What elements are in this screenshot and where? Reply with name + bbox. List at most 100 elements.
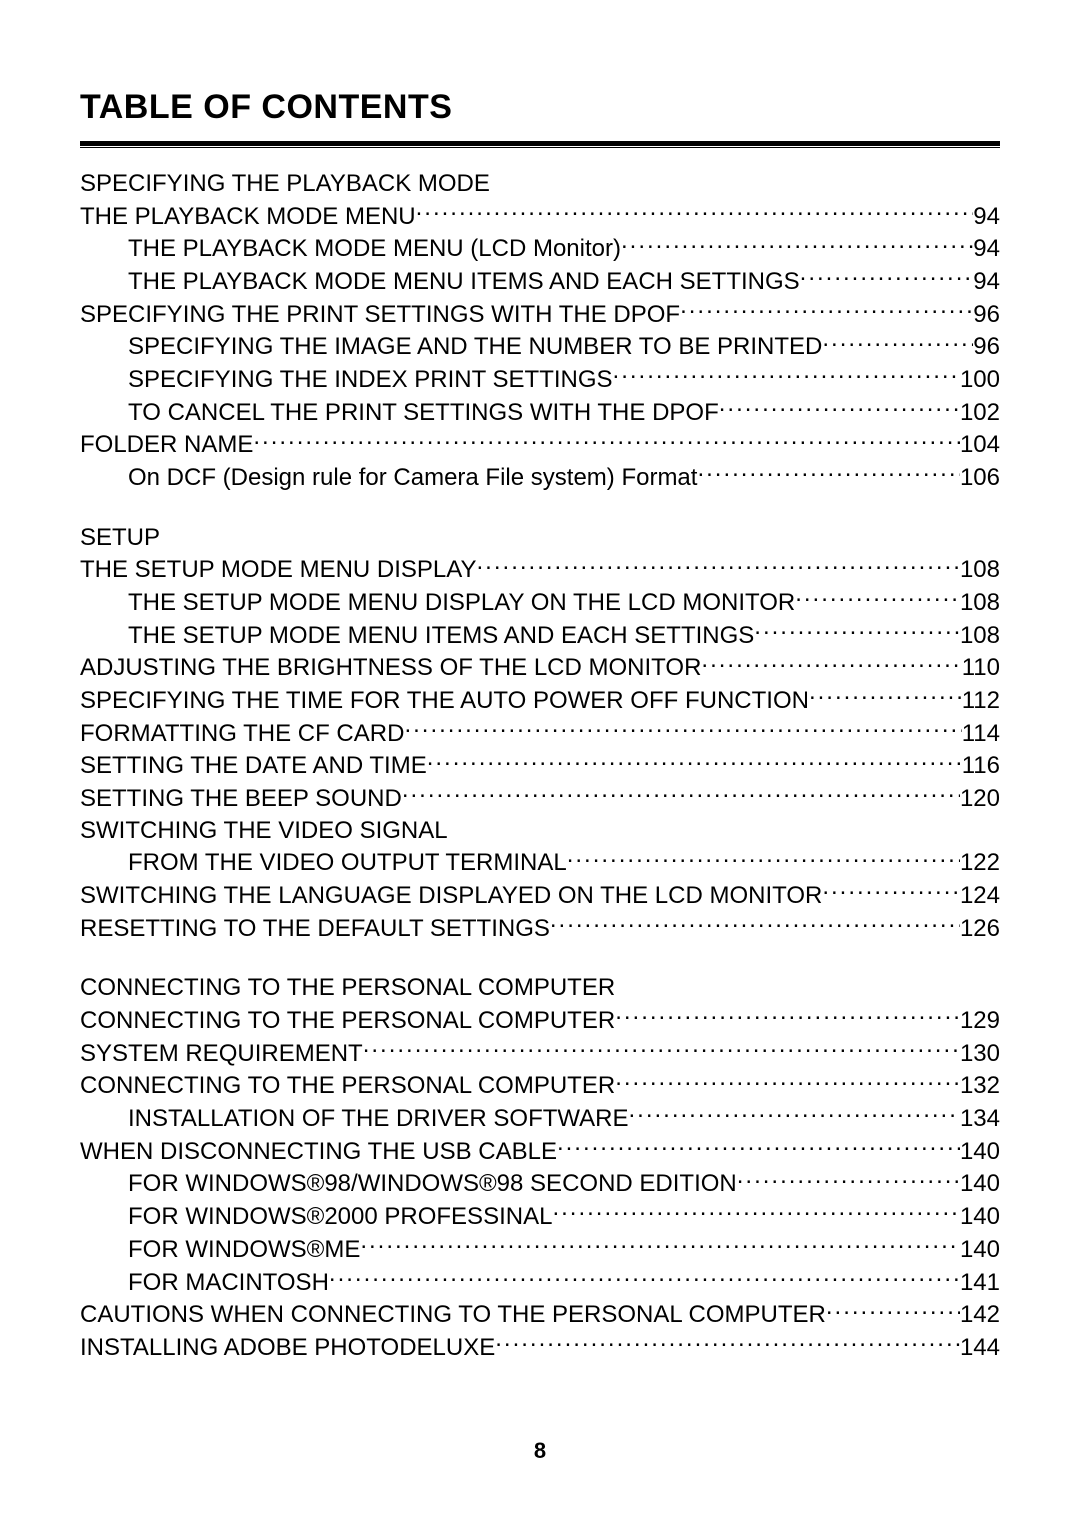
toc-entry: SETTING THE DATE AND TIME116 [80,749,1000,782]
toc-entry-label: THE SETUP MODE MENU DISPLAY ON THE LCD M… [128,587,795,619]
toc-entry-label: THE SETUP MODE MENU ITEMS AND EACH SETTI… [128,620,754,652]
toc-entry-page: 130 [960,1038,1000,1070]
toc-heading-label: SPECIFYING THE PLAYBACK MODE [80,168,490,200]
toc-entry-label: RESETTING TO THE DEFAULT SETTINGS [80,913,550,945]
toc-leader-dots [360,1233,960,1257]
toc-entry: SWITCHING THE LANGUAGE DISPLAYED ON THE … [80,879,1000,912]
toc-entry-page: 140 [960,1168,1000,1200]
toc-entry-label: SPECIFYING THE IMAGE AND THE NUMBER TO B… [128,331,822,363]
toc-container: SPECIFYING THE PLAYBACK MODE THE PLAYBACK… [80,168,1000,1364]
toc-entry-page: 100 [960,364,1000,396]
toc-entry-page: 116 [962,750,1000,782]
toc-entry: SPECIFYING THE TIME FOR THE AUTO POWER O… [80,684,1000,717]
toc-heading-label: SETUP [80,522,160,554]
toc-entry-page: 114 [962,718,1000,750]
toc-leader-dots [795,586,960,610]
toc-entry: INSTALLATION OF THE DRIVER SOFTWARE134 [80,1102,1000,1135]
toc-entry: FOLDER NAME104 [80,428,1000,461]
toc-entry-page: 126 [960,913,1000,945]
toc-entry: On DCF (Design rule for Camera File syst… [80,461,1000,494]
toc-entry-page: 124 [960,880,1000,912]
toc-leader-dots [557,1135,960,1159]
toc-entry-label: CAUTIONS WHEN CONNECTING TO THE PERSONAL… [80,1299,826,1331]
toc-section-heading: SPECIFYING THE PLAYBACK MODE [80,168,1000,200]
toc-entry-label: INSTALLATION OF THE DRIVER SOFTWARE [128,1103,629,1135]
toc-entry-page: 132 [960,1070,1000,1102]
toc-entry: SWITCHING THE VIDEO SIGNAL [80,815,1000,847]
toc-entry-label: ADJUSTING THE BRIGHTNESS OF THE LCD MONI… [80,652,701,684]
toc-entry-label: On DCF (Design rule for Camera File syst… [128,462,697,494]
toc-leader-dots [615,1004,960,1028]
toc-leader-dots [416,200,974,224]
toc-leader-dots [253,428,960,452]
toc-leader-dots [826,1298,960,1322]
toc-entry-page: 96 [973,331,1000,363]
toc-leader-dots [550,912,960,936]
toc-leader-dots [495,1331,960,1355]
toc-entry: CAUTIONS WHEN CONNECTING TO THE PERSONAL… [80,1298,1000,1331]
toc-entry-page: 102 [960,397,1000,429]
toc-entry: FOR WINDOWS®ME140 [80,1233,1000,1266]
toc-entry: TO CANCEL THE PRINT SETTINGS WITH THE DP… [80,396,1000,429]
toc-entry: CONNECTING TO THE PERSONAL COMPUTER 129 [80,1004,1000,1037]
toc-leader-dots [701,651,961,675]
toc-entry: CONNECTING TO THE PERSONAL COMPUTER 132 [80,1069,1000,1102]
toc-entry-page: 112 [962,685,1000,717]
toc-leader-dots [427,749,962,773]
toc-leader-dots [680,298,973,322]
title-rule-thick [80,141,1000,146]
toc-leader-dots [567,846,960,870]
toc-section: SETUPTHE SETUP MODE MENU DISPLAY108THE S… [80,522,1000,945]
toc-entry-label: FOR WINDOWS®98/WINDOWS®98 SECOND EDITION [128,1168,737,1200]
toc-entry-page: 120 [960,783,1000,815]
toc-entry-label: FROM THE VIDEO OUTPUT TERMINAL [128,847,567,879]
toc-leader-dots [477,553,960,577]
toc-leader-dots [629,1102,960,1126]
toc-leader-dots [621,232,973,256]
toc-section: CONNECTING TO THE PERSONAL COMPUTERCONNE… [80,972,1000,1363]
page-number: 8 [0,1438,1080,1464]
toc-entry-label: THE PLAYBACK MODE MENU ITEMS AND EACH SE… [128,266,800,298]
toc-entry-label: INSTALLING ADOBE PHOTODELUXE [80,1332,495,1364]
toc-section-heading: SETUP [80,522,1000,554]
title-rule-thin [80,147,1000,148]
toc-entry-page: 110 [962,652,1000,684]
toc-entry-page: 144 [960,1332,1000,1364]
toc-section-heading: CONNECTING TO THE PERSONAL COMPUTER [80,972,1000,1004]
toc-entry: SPECIFYING THE IMAGE AND THE NUMBER TO B… [80,330,1000,363]
toc-entry-page: 108 [960,587,1000,619]
toc-leader-dots [719,396,960,420]
toc-entry-label: CONNECTING TO THE PERSONAL COMPUTER [80,1070,615,1102]
toc-entry-label: SPECIFYING THE TIME FOR THE AUTO POWER O… [80,685,809,717]
toc-leader-dots [552,1200,960,1224]
toc-leader-dots [800,265,974,289]
toc-entry-page: 129 [960,1005,1000,1037]
toc-entry-page: 94 [973,201,1000,233]
toc-entry-label: FOLDER NAME [80,429,253,461]
toc-leader-dots [613,363,960,387]
toc-entry-page: 140 [960,1234,1000,1266]
toc-entry: SPECIFYING THE PRINT SETTINGS WITH THE D… [80,298,1000,331]
toc-entry: THE SETUP MODE MENU ITEMS AND EACH SETTI… [80,619,1000,652]
toc-entry: ADJUSTING THE BRIGHTNESS OF THE LCD MONI… [80,651,1000,684]
toc-entry-page: 106 [960,462,1000,494]
page-title: TABLE OF CONTENTS [80,88,1000,127]
toc-entry: INSTALLING ADOBE PHOTODELUXE 144 [80,1331,1000,1364]
toc-entry-label: WHEN DISCONNECTING THE USB CABLE [80,1136,557,1168]
toc-entry: THE PLAYBACK MODE MENU ITEMS AND EACH SE… [80,265,1000,298]
toc-entry: FROM THE VIDEO OUTPUT TERMINAL 122 [80,846,1000,879]
toc-entry: THE SETUP MODE MENU DISPLAY108 [80,553,1000,586]
toc-entry: THE PLAYBACK MODE MENU (LCD Monitor)94 [80,232,1000,265]
toc-leader-dots [329,1266,960,1290]
toc-entry: FOR WINDOWS®2000 PROFESSINAL 140 [80,1200,1000,1233]
toc-entry-page: 141 [960,1267,1000,1299]
toc-entry-label: CONNECTING TO THE PERSONAL COMPUTER [80,1005,615,1037]
toc-entry-label: FOR WINDOWS®2000 PROFESSINAL [128,1201,552,1233]
toc-entry-page: 140 [960,1201,1000,1233]
toc-leader-dots [615,1069,960,1093]
toc-leader-dots [404,717,961,741]
toc-heading-label: CONNECTING TO THE PERSONAL COMPUTER [80,972,615,1004]
toc-entry-label: TO CANCEL THE PRINT SETTINGS WITH THE DP… [128,397,719,429]
toc-entry: FOR WINDOWS®98/WINDOWS®98 SECOND EDITION… [80,1167,1000,1200]
toc-entry-page: 122 [960,847,1000,879]
